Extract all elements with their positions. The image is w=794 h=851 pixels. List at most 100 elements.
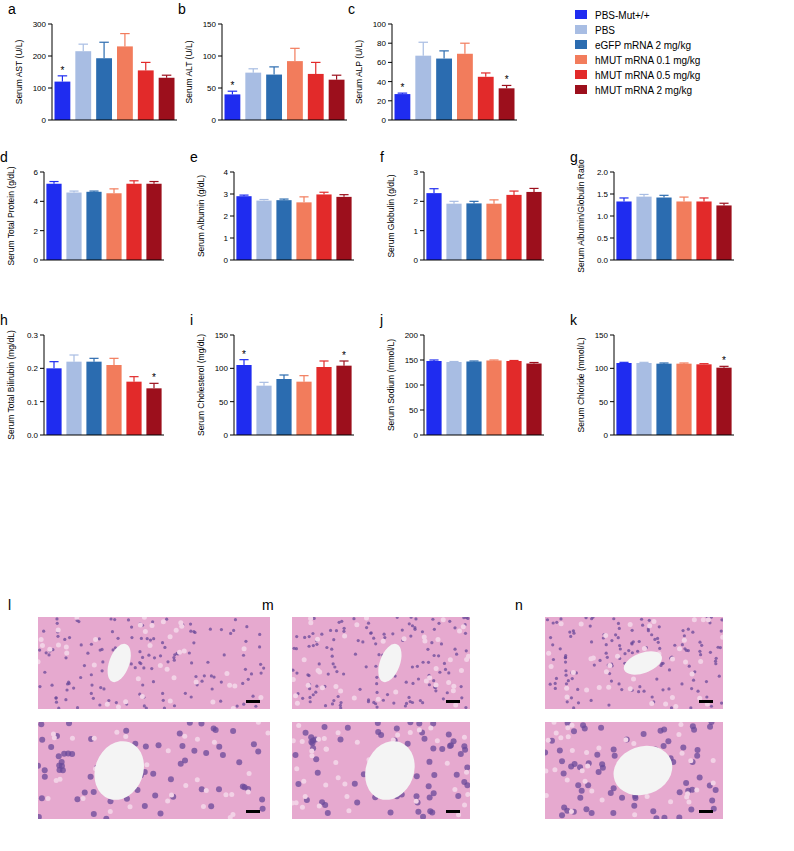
tick	[230, 194, 234, 195]
tick	[218, 88, 222, 89]
tick-label: 0.3	[27, 331, 39, 340]
axis-label: Serum Albumin/Globulin Ratio	[576, 159, 586, 273]
bar	[716, 368, 731, 435]
tick-label: 100	[215, 364, 229, 373]
panel-label: b	[178, 1, 186, 17]
tick-label: 0.1	[27, 398, 39, 407]
tick-label: 80	[377, 39, 386, 48]
bar	[415, 56, 431, 120]
tick	[610, 401, 614, 402]
error-bar	[109, 358, 118, 365]
x-axis	[234, 260, 354, 261]
histology-image	[545, 722, 723, 819]
tick	[388, 43, 392, 44]
bars	[55, 34, 175, 120]
bar	[446, 362, 461, 435]
legend-label: PBS	[595, 25, 615, 36]
error-bar	[679, 197, 688, 201]
x-axis	[234, 435, 354, 436]
error-bar	[481, 73, 491, 77]
error-bar	[120, 34, 130, 47]
error-bar	[129, 181, 138, 184]
y-axis	[44, 172, 45, 260]
axis-label: Serum Total Protein (g/dL)	[6, 166, 16, 265]
tick	[40, 401, 44, 402]
tick	[40, 172, 44, 173]
tick	[610, 172, 614, 173]
error-bar	[619, 198, 628, 202]
bar	[236, 365, 251, 435]
bar	[486, 204, 501, 260]
error-bar	[489, 200, 498, 204]
tick	[230, 401, 234, 402]
panel-label: e	[190, 149, 198, 165]
bars	[225, 48, 345, 120]
error-bar	[419, 42, 429, 55]
bar	[395, 94, 411, 120]
panel-label: c	[348, 1, 355, 17]
significance: *	[152, 372, 156, 383]
tick-label: 1	[414, 227, 419, 236]
tick-label: 50	[219, 398, 228, 407]
histology-image	[292, 617, 470, 709]
panel: e01234Serum Albumin (g/dL)	[190, 149, 354, 265]
bar	[256, 201, 271, 260]
tick-label: 2	[34, 227, 39, 236]
panel-label: d	[0, 149, 8, 165]
tick	[610, 260, 614, 261]
tick-label: 4	[224, 168, 229, 177]
bar	[656, 364, 671, 435]
bar	[466, 362, 481, 436]
error-bar	[719, 366, 728, 367]
panel-label: j	[379, 312, 383, 328]
tick-label: 0	[224, 431, 229, 440]
y-axis	[614, 335, 615, 435]
error-bar	[109, 189, 118, 193]
legend-label: eGFP mRNA 2 mg/kg	[595, 40, 691, 51]
error-bar	[149, 383, 158, 388]
error-bar	[339, 195, 348, 197]
bar	[329, 80, 345, 120]
tick	[40, 260, 44, 261]
tick-label: 100	[33, 84, 47, 93]
significance: *	[722, 355, 726, 366]
bars	[236, 360, 351, 435]
tick-label: 0	[414, 256, 419, 265]
error-bar	[299, 376, 308, 382]
axis-label: Serum Albumin (g/dL)	[196, 175, 206, 257]
panel: h*0.00.10.20.3Serum Total Bilirubin (mg/…	[0, 312, 164, 440]
bar	[457, 54, 473, 120]
tick	[48, 120, 52, 121]
tick	[40, 201, 44, 202]
tick-label: 50	[599, 398, 608, 407]
bars	[46, 355, 161, 435]
tick-label: 0	[224, 256, 229, 265]
bar	[46, 184, 61, 260]
bar	[466, 203, 481, 260]
error-bar	[228, 91, 238, 94]
tick-label: 20	[377, 97, 386, 106]
tick	[420, 435, 424, 436]
legend-swatch	[575, 55, 587, 64]
x-axis	[222, 120, 347, 121]
error-bar	[89, 358, 98, 361]
bar	[636, 363, 651, 435]
significance: *	[60, 65, 64, 76]
bar	[106, 365, 121, 435]
x-axis	[52, 120, 177, 121]
bar	[296, 202, 311, 260]
tick-label: 100	[373, 20, 387, 29]
bar	[126, 382, 141, 435]
panel-label: m	[262, 597, 274, 613]
panel-label: k	[570, 312, 578, 328]
error-bar	[502, 85, 512, 88]
tick-label: 1	[224, 234, 229, 243]
tick	[40, 335, 44, 336]
error-bar	[49, 362, 58, 369]
legend-swatch	[575, 10, 587, 19]
tick-label: 0.0	[597, 256, 609, 265]
legend-swatch	[575, 85, 587, 94]
bar	[426, 193, 441, 260]
tick	[610, 238, 614, 239]
tick-label: 100	[595, 364, 609, 373]
